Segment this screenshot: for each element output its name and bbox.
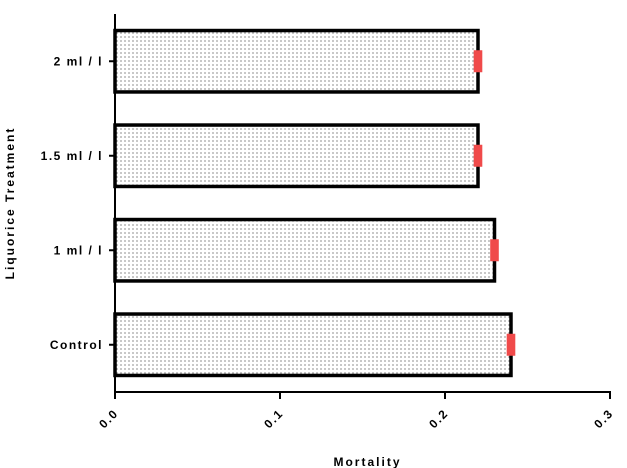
y-tick-label: 1 ml / l bbox=[54, 243, 103, 257]
bar-control bbox=[113, 312, 513, 378]
x-tick-label: 0.2 bbox=[426, 406, 451, 431]
y-axis-title: Liquorice Treatment bbox=[3, 127, 17, 280]
bar-1-ml-l bbox=[113, 217, 497, 283]
error-bar bbox=[490, 239, 499, 262]
x-axis-title: Mortality bbox=[333, 455, 401, 468]
bars-layer bbox=[113, 28, 516, 378]
axes-layer bbox=[109, 14, 611, 399]
bar-1-5-ml-l bbox=[113, 123, 480, 189]
y-tick-label: 2 ml / l bbox=[54, 54, 103, 68]
y-tick-label: Control bbox=[50, 338, 103, 352]
error-bar bbox=[473, 50, 483, 73]
error-bar bbox=[473, 144, 483, 167]
y-tick-label: 1.5 ml / l bbox=[41, 149, 103, 163]
x-tick-label: 0.0 bbox=[96, 406, 121, 431]
x-tick-label: 0.3 bbox=[591, 406, 616, 431]
bar-2-ml-l bbox=[113, 28, 480, 94]
x-tick-label: 0.1 bbox=[261, 406, 286, 431]
error-bar bbox=[506, 333, 516, 356]
